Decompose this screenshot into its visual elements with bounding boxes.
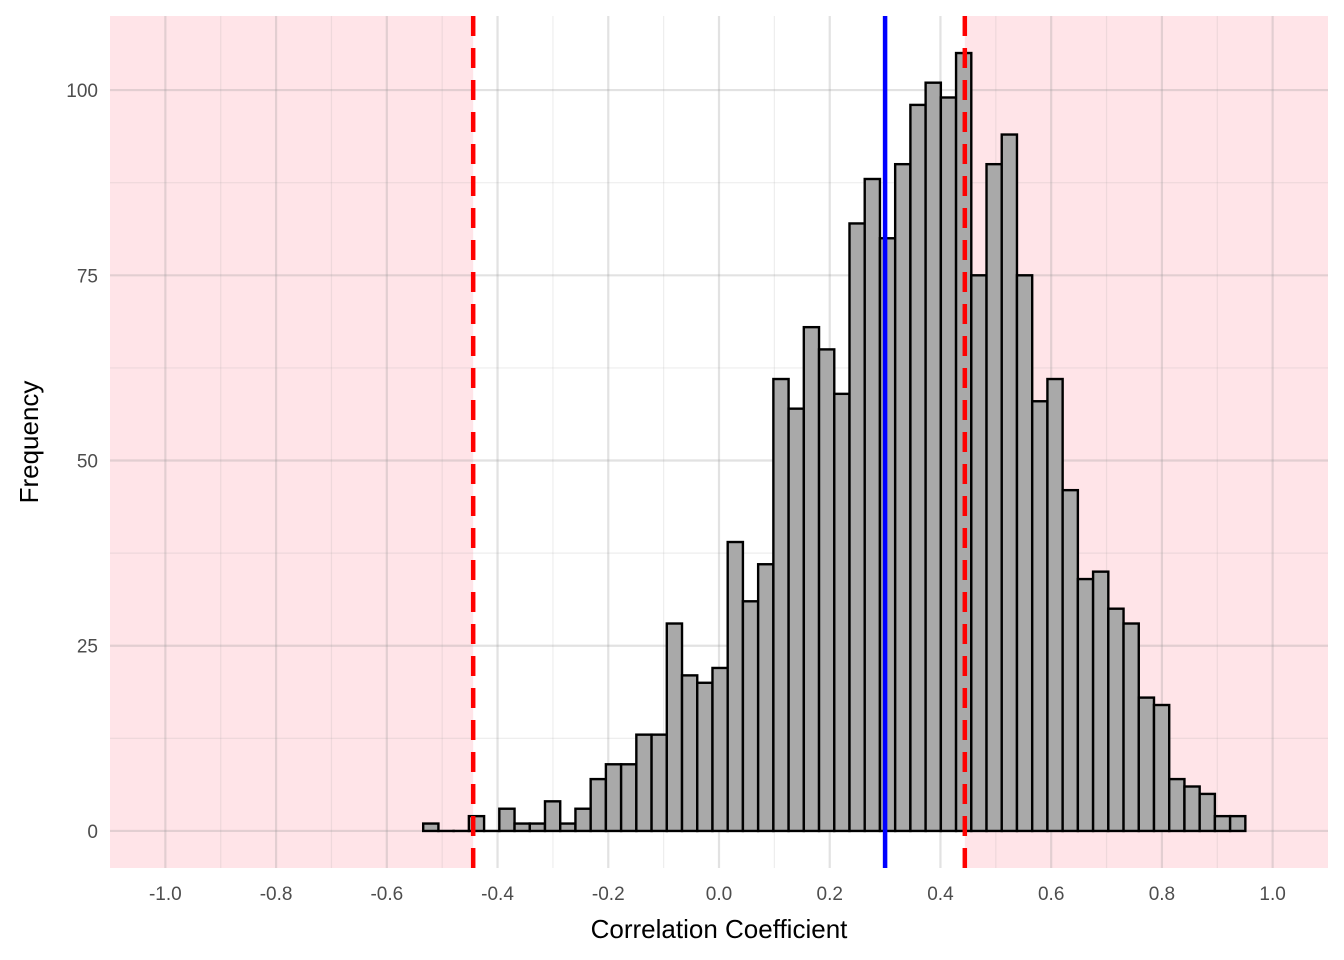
histogram-bar-12 xyxy=(604,763,623,833)
histogram-bar-22 xyxy=(756,563,775,833)
y-tick-label-0: 0 xyxy=(87,822,98,843)
x-tick-label-3: -0.4 xyxy=(481,884,514,905)
histogram-bar-36 xyxy=(970,274,988,833)
histogram-bar-23 xyxy=(772,377,790,833)
histogram-bar-41 xyxy=(1046,377,1064,833)
x-tick-label-6: 0.2 xyxy=(817,884,843,905)
histogram-bars xyxy=(421,51,1247,833)
histogram-bar-33 xyxy=(924,81,943,833)
histogram-bar-32 xyxy=(909,103,927,833)
x-tick-label-5: 0.0 xyxy=(706,884,732,905)
x-tick-label-7: 0.4 xyxy=(927,884,954,905)
histogram-bar-49 xyxy=(1168,777,1186,833)
histogram-bar-25 xyxy=(802,325,821,833)
histogram-bar-11 xyxy=(589,777,608,833)
y-axis-title: Frequency xyxy=(14,381,44,504)
histogram-bar-53 xyxy=(1228,814,1247,833)
histogram-bar-43 xyxy=(1076,577,1095,833)
histogram-bar-26 xyxy=(817,348,836,833)
histogram-bar-28 xyxy=(848,222,866,833)
histogram-bar-44 xyxy=(1091,570,1110,833)
histogram-bar-47 xyxy=(1137,696,1156,833)
histogram-bar-0 xyxy=(421,822,440,833)
histogram-bar-27 xyxy=(833,392,851,833)
histogram-bar-30 xyxy=(878,237,897,833)
histogram-bar-21 xyxy=(741,600,760,833)
x-tick-label-4: -0.2 xyxy=(592,884,625,905)
x-tick-label-10: 1.0 xyxy=(1259,884,1285,905)
x-tick-label-9: 0.8 xyxy=(1149,884,1175,905)
histogram-bar-39 xyxy=(1015,274,1034,833)
histogram-bar-13 xyxy=(619,763,638,833)
shaded-region-0 xyxy=(110,16,474,868)
y-tick-label-4: 100 xyxy=(66,81,98,102)
y-tick-label-3: 75 xyxy=(77,266,98,287)
histogram-bar-18 xyxy=(696,681,714,833)
histogram-bar-8 xyxy=(543,800,562,833)
histogram-bar-50 xyxy=(1183,785,1201,833)
histogram-bar-46 xyxy=(1122,622,1140,833)
histogram-bar-7 xyxy=(528,822,547,833)
reference-lines xyxy=(470,16,968,868)
axis-tick-labels: -1.0 -0.8 -0.6 -0.4 -0.2 0.0 0.2 0.4 0.6 0.8 1.0 0 2… xyxy=(66,81,1286,905)
y-tick-label-1: 25 xyxy=(77,637,98,658)
histogram-bar-31 xyxy=(893,162,912,833)
histogram-bar-10 xyxy=(574,807,592,833)
rejection-regions xyxy=(110,16,1328,868)
x-tick-label-0: -1.0 xyxy=(149,884,182,905)
histogram-bar-9 xyxy=(559,822,577,833)
x-tick-label-2: -0.6 xyxy=(370,884,403,905)
histogram-bar-42 xyxy=(1061,488,1080,833)
histogram-bar-15 xyxy=(650,733,668,833)
histogram-bar-16 xyxy=(665,622,684,833)
histogram-bar-24 xyxy=(787,407,806,833)
histogram-bar-19 xyxy=(711,666,729,833)
y-tick-label-2: 50 xyxy=(77,452,98,473)
histogram-bar-20 xyxy=(726,540,745,833)
histogram-bar-5 xyxy=(498,807,516,833)
x-tick-label-1: -0.8 xyxy=(260,884,293,905)
x-tick-label-8: 0.6 xyxy=(1038,884,1064,905)
histogram-bar-29 xyxy=(863,177,882,833)
histogram-bar-48 xyxy=(1152,703,1171,833)
histogram-bar-40 xyxy=(1030,400,1049,833)
histogram-bar-51 xyxy=(1198,792,1217,833)
histogram-bar-52 xyxy=(1213,814,1232,833)
histogram-bar-37 xyxy=(985,162,1003,833)
histogram-bar-38 xyxy=(1000,133,1019,833)
x-axis-title: Correlation Coefficient xyxy=(591,914,849,944)
histogram-bar-6 xyxy=(513,822,531,833)
histogram-bar-14 xyxy=(635,733,653,833)
histogram-bar-34 xyxy=(939,96,958,833)
histogram-bar-17 xyxy=(680,674,699,833)
histogram-bar-45 xyxy=(1107,607,1125,833)
